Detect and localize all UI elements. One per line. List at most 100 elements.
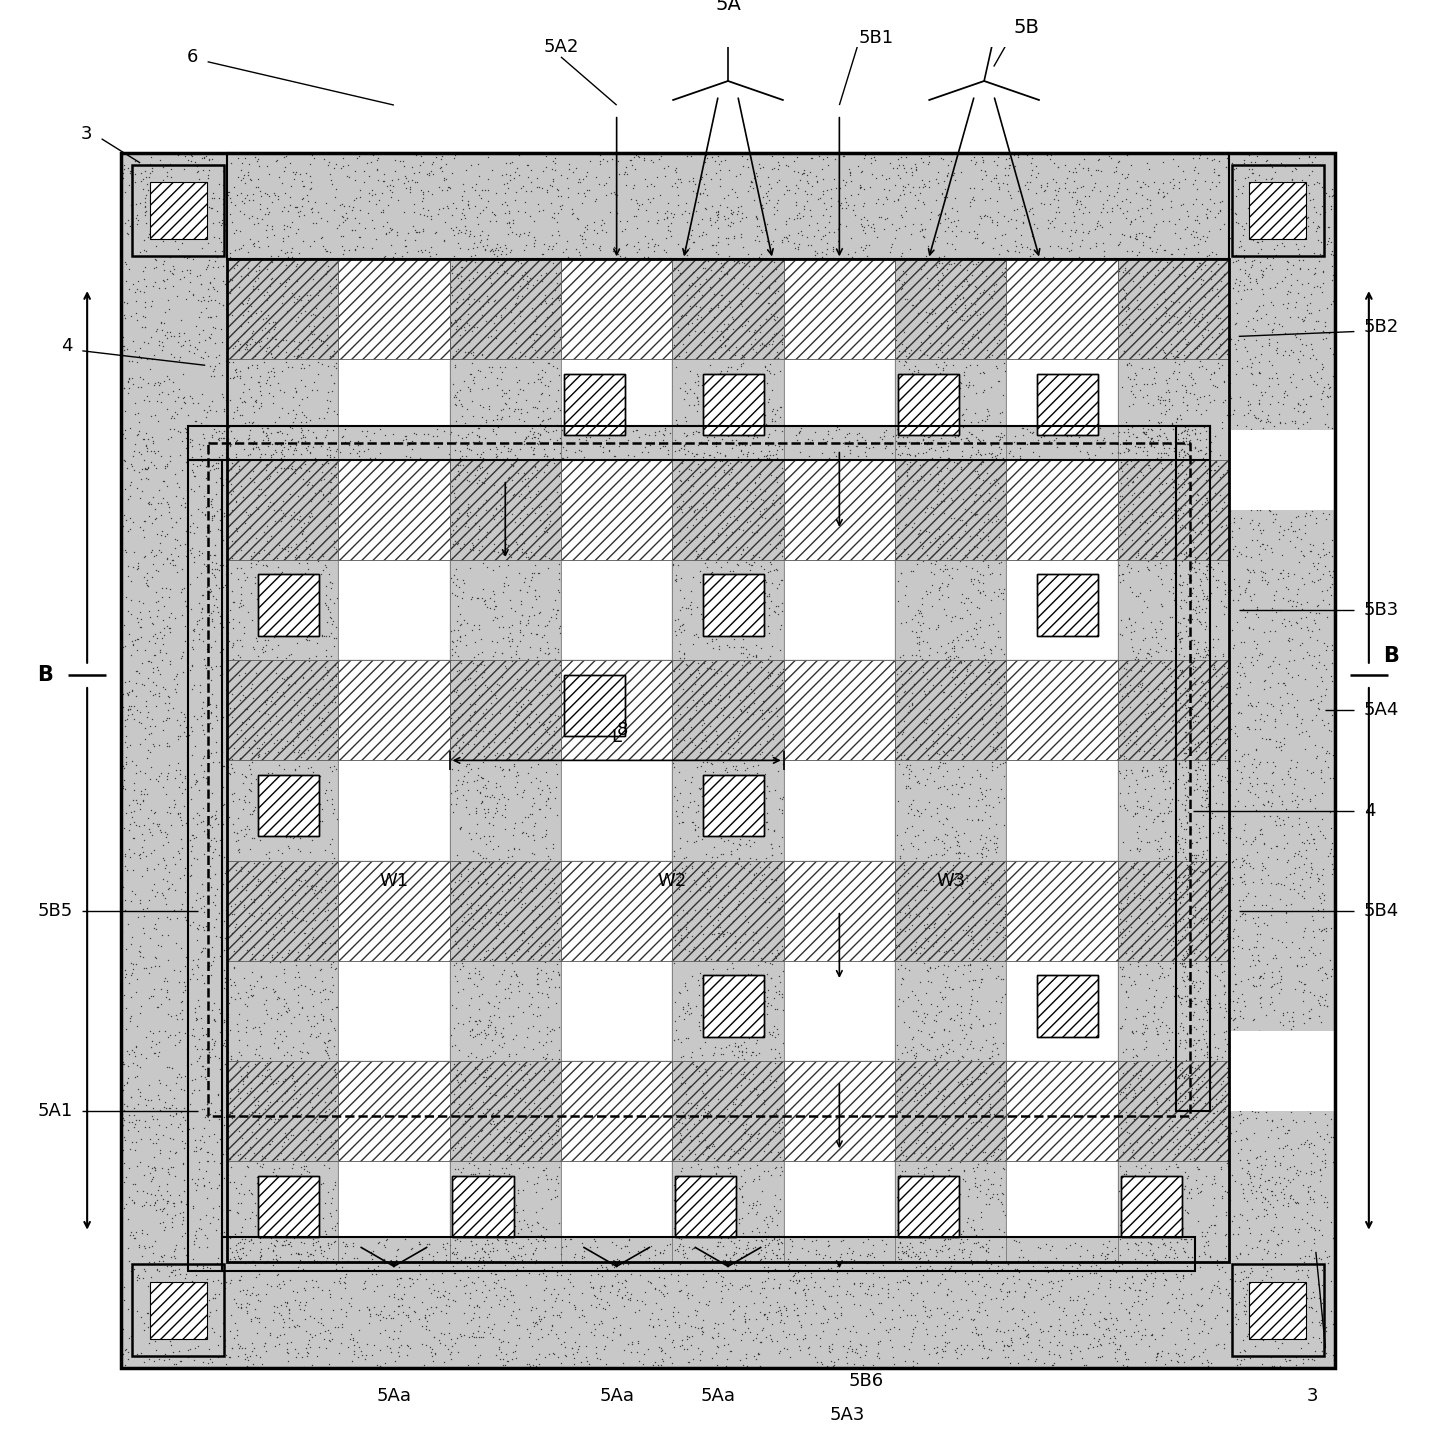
- Point: [492, 1125, 515, 1148]
- Point: [684, 1054, 708, 1077]
- Point: [310, 1103, 333, 1126]
- Point: [1210, 882, 1233, 905]
- Point: [230, 925, 253, 949]
- Point: [1000, 211, 1024, 234]
- Point: [967, 568, 990, 591]
- Point: [695, 503, 718, 526]
- Point: [167, 1030, 191, 1053]
- Point: [962, 969, 986, 992]
- Point: [466, 807, 489, 830]
- Point: [923, 999, 946, 1022]
- Point: [246, 873, 269, 897]
- Point: [815, 1168, 839, 1192]
- Point: [1114, 257, 1137, 281]
- Point: [491, 635, 514, 658]
- Point: [713, 429, 737, 453]
- Point: [1238, 937, 1261, 960]
- Point: [986, 749, 1009, 772]
- Point: [205, 646, 229, 669]
- Point: [198, 581, 221, 604]
- Point: [1022, 869, 1045, 892]
- Point: [1089, 213, 1112, 236]
- Point: [186, 510, 210, 534]
- Point: [676, 211, 699, 234]
- Point: [271, 1121, 294, 1144]
- Bar: [227, 761, 338, 860]
- Point: [1104, 1248, 1127, 1271]
- Point: [689, 571, 712, 594]
- Point: [508, 924, 531, 947]
- Point: [731, 1322, 754, 1345]
- Point: [188, 1274, 211, 1297]
- Bar: [227, 259, 1229, 1261]
- Point: [731, 1173, 754, 1196]
- Point: [709, 836, 732, 859]
- Point: [1069, 1197, 1092, 1220]
- Point: [990, 544, 1013, 567]
- Point: [418, 690, 441, 713]
- Point: [402, 201, 425, 224]
- Point: [690, 237, 713, 260]
- Point: [441, 372, 464, 395]
- Point: [368, 276, 392, 299]
- Point: [973, 847, 996, 870]
- Point: [581, 1275, 604, 1299]
- Point: [1072, 330, 1095, 353]
- Point: [165, 484, 188, 508]
- Point: [518, 914, 542, 937]
- Point: [885, 1032, 909, 1056]
- Point: [453, 665, 476, 688]
- Point: [590, 733, 613, 756]
- Point: [480, 1028, 504, 1051]
- Point: [1064, 859, 1088, 882]
- Point: [349, 951, 373, 975]
- Point: [763, 401, 786, 424]
- Point: [1254, 380, 1277, 403]
- Point: [1181, 386, 1204, 409]
- Point: [218, 707, 242, 730]
- Point: [823, 1251, 846, 1274]
- Point: [1125, 1216, 1149, 1239]
- Point: [527, 187, 550, 210]
- Point: [970, 1108, 993, 1131]
- Point: [1249, 239, 1273, 262]
- Point: [693, 600, 716, 623]
- Point: [745, 1242, 769, 1265]
- Point: [594, 1210, 617, 1233]
- Point: [699, 168, 722, 191]
- Point: [949, 875, 973, 898]
- Point: [384, 273, 408, 296]
- Point: [572, 957, 596, 980]
- Point: [536, 928, 559, 951]
- Point: [1112, 505, 1136, 528]
- Point: [405, 376, 428, 399]
- Point: [676, 765, 699, 788]
- Point: [1029, 1112, 1053, 1135]
- Point: [1184, 437, 1207, 460]
- Point: [430, 1057, 453, 1080]
- Point: [332, 1270, 355, 1293]
- Point: [574, 1096, 597, 1119]
- Point: [154, 826, 178, 849]
- Point: [479, 736, 502, 759]
- Point: [981, 620, 1005, 643]
- Point: [690, 442, 713, 466]
- Point: [1041, 1353, 1064, 1377]
- Point: [716, 687, 740, 710]
- Bar: [783, 661, 895, 761]
- Point: [220, 1071, 243, 1095]
- Point: [1159, 791, 1182, 814]
- Point: [974, 299, 997, 322]
- Point: [264, 908, 287, 931]
- Point: [1044, 638, 1067, 661]
- Point: [804, 696, 827, 719]
- Point: [494, 233, 517, 256]
- Point: [447, 424, 470, 447]
- Point: [1182, 438, 1206, 461]
- Point: [303, 1216, 326, 1239]
- Point: [377, 270, 400, 294]
- Point: [577, 246, 600, 269]
- Point: [507, 837, 530, 860]
- Point: [242, 1141, 265, 1164]
- Point: [731, 1102, 754, 1125]
